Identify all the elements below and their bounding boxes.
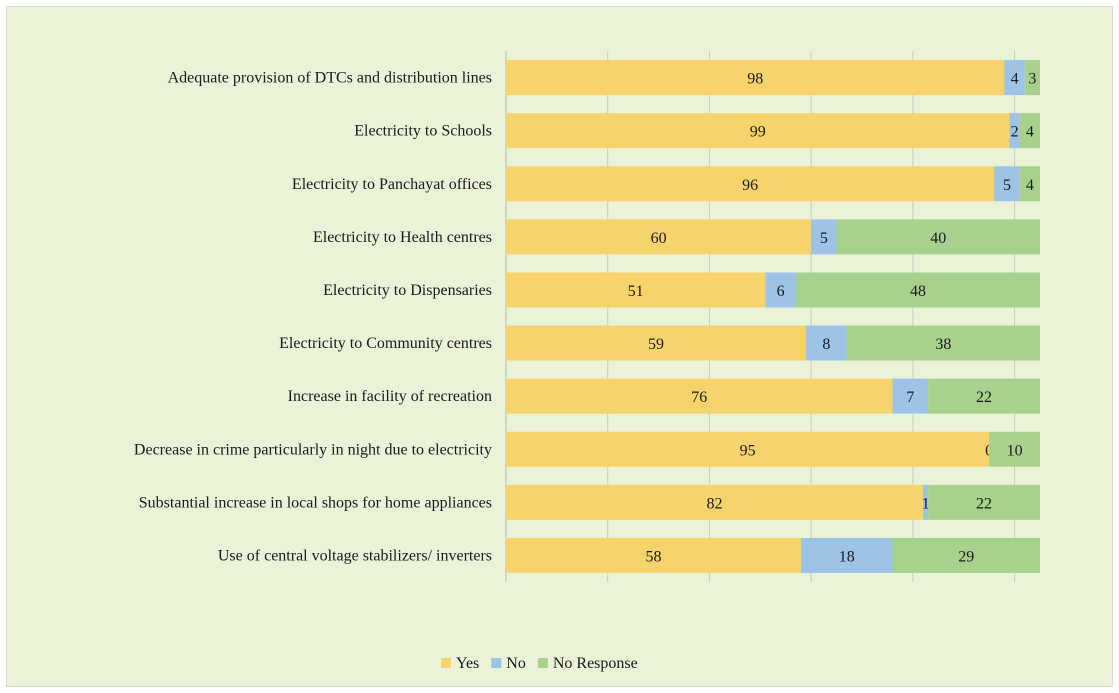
bar-segment-yes — [506, 378, 893, 414]
data-label: 99 — [750, 124, 766, 141]
category-label: Use of central voltage stabilizers/ inve… — [218, 547, 492, 564]
data-label: 29 — [958, 548, 974, 565]
data-label: 58 — [645, 548, 661, 565]
category-label: Electricity to Health centres — [313, 229, 492, 246]
bar-segment-yes — [506, 113, 1010, 149]
bar-segment-no-response — [836, 219, 1040, 255]
bar-segment-yes — [506, 431, 990, 467]
data-label: 51 — [628, 283, 644, 300]
data-label: 5 — [820, 230, 828, 247]
category-label: Electricity to Panchayat offices — [292, 176, 492, 193]
data-label: 10 — [1007, 442, 1023, 459]
data-label: 4 — [1026, 177, 1034, 194]
bar-segment-yes — [506, 272, 766, 308]
data-label: 22 — [976, 389, 992, 406]
bar-segment-no-response — [1024, 60, 1040, 96]
legend-swatch-yes — [441, 658, 451, 668]
bar-segment-no — [806, 325, 847, 361]
bar-segment-yes — [506, 219, 812, 255]
data-label: 4 — [1011, 71, 1019, 88]
bar-segment-no — [811, 219, 837, 255]
data-label: 82 — [707, 495, 723, 512]
bar-segment-no-response — [989, 431, 1040, 467]
bar-segment-no — [1009, 113, 1020, 149]
data-label: 18 — [839, 548, 855, 565]
category-label: Electricity to Community centres — [279, 335, 492, 352]
bar-segment-no-response — [928, 378, 1040, 414]
bar-segment-no — [1004, 60, 1025, 96]
bar-segment-yes — [506, 537, 801, 573]
stacked-bar-chart: Adequate provision of DTCs and distribut… — [134, 51, 1040, 672]
bar-segment-no — [892, 378, 929, 414]
bar-segment-no-response — [846, 325, 1040, 361]
legend-label-no-response: No Response — [553, 655, 638, 672]
category-label: Substantial increase in local shops for … — [139, 494, 492, 511]
data-label: 7 — [906, 389, 914, 406]
data-label: 60 — [651, 230, 667, 247]
data-label: 5 — [1003, 177, 1011, 194]
data-label: 38 — [935, 336, 951, 353]
data-label: 3 — [1028, 71, 1036, 88]
bar-segment-yes — [506, 325, 807, 361]
data-label: 59 — [648, 336, 664, 353]
bar-segment-no — [800, 537, 893, 573]
bar-segment-yes — [506, 166, 995, 202]
data-label: 1 — [922, 495, 930, 512]
bar-segment-no-response — [795, 272, 1040, 308]
legend-swatch-no — [491, 658, 502, 668]
legend-label-yes: Yes — [456, 655, 479, 672]
data-label: 40 — [930, 230, 946, 247]
data-label: 4 — [1026, 124, 1034, 141]
category-label: Electricity to Schools — [354, 123, 492, 140]
bar-segment-no-response — [928, 484, 1040, 520]
legend-swatch-no-response — [537, 658, 548, 668]
category-label: Adequate provision of DTCs and distribut… — [168, 70, 492, 87]
data-label: 98 — [747, 71, 763, 88]
bar-segment-no — [765, 272, 796, 308]
data-label: 96 — [742, 177, 758, 194]
bar-segment-no-response — [1019, 113, 1040, 149]
category-label: Increase in facility of recreation — [288, 388, 492, 405]
data-label: 95 — [740, 442, 756, 459]
bar-segment-no — [923, 484, 929, 520]
bar-segment-yes — [506, 60, 1005, 96]
chart-area: Adequate provision of DTCs and distribut… — [6, 6, 1113, 687]
bar-segment-no-response — [1019, 166, 1040, 202]
data-label: 48 — [910, 283, 926, 300]
bar-segment-no-response — [892, 537, 1040, 573]
bar-segment-yes — [506, 484, 924, 520]
data-label: 8 — [822, 336, 830, 353]
category-label: Decrease in crime particularly in night … — [134, 441, 492, 458]
data-label: 2 — [1011, 124, 1019, 141]
data-label: 76 — [691, 389, 707, 406]
bar-segment-no — [994, 166, 1020, 202]
category-label: Electricity to Dispensaries — [323, 282, 492, 299]
legend-label-no: No — [506, 655, 526, 672]
data-label: 22 — [976, 495, 992, 512]
data-label: 6 — [777, 283, 785, 300]
